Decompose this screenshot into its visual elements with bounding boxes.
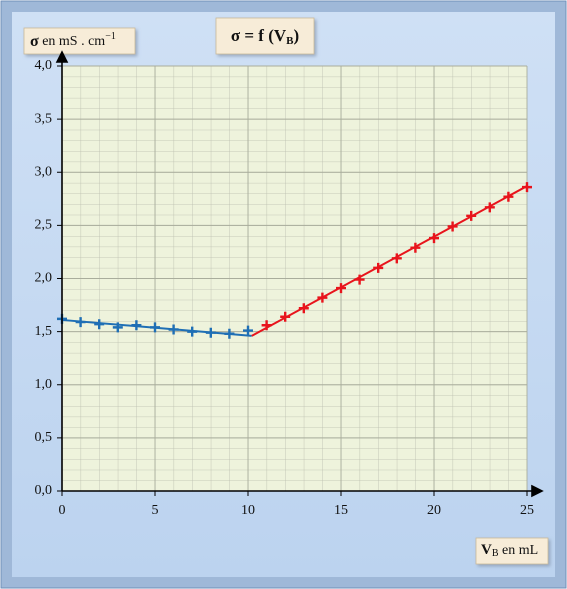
data-point <box>336 283 346 294</box>
data-point <box>168 324 179 335</box>
x-label-text: en mL <box>499 543 539 558</box>
data-point <box>429 233 439 244</box>
x-label-sub: B <box>492 548 499 559</box>
data-point <box>280 311 291 322</box>
data-point <box>243 325 253 336</box>
y-tick-label: 2,5 <box>35 218 53 233</box>
y-tick-label: 1,5 <box>35 324 53 339</box>
x-tick-label: 10 <box>241 503 255 518</box>
data-point <box>75 317 86 328</box>
y-tick-label: 3,0 <box>35 164 53 179</box>
y-label-box <box>23 27 136 55</box>
data-point <box>298 303 309 314</box>
y-tick-label: 0,0 <box>35 483 53 498</box>
data-point <box>187 326 198 337</box>
data-point <box>112 322 123 333</box>
fit-line <box>251 185 528 337</box>
axes <box>55 50 544 498</box>
x-tick-label: 20 <box>427 503 441 518</box>
data-point <box>447 221 458 232</box>
title-sub: B <box>286 35 294 47</box>
data-point <box>466 210 477 221</box>
data-point <box>410 242 421 253</box>
data-point <box>354 274 365 285</box>
x-tick-label: 0 <box>59 503 66 518</box>
data-point <box>224 328 235 339</box>
y-label-symbol: σ <box>30 33 39 50</box>
title-end: ) <box>293 26 299 45</box>
y-label-text: en mS . cm <box>39 34 106 49</box>
y-label-exp: −1 <box>105 31 116 42</box>
y-tick-label: 1,0 <box>35 377 53 392</box>
title-box <box>215 17 315 55</box>
y-tick-label: 4,0 <box>35 58 53 73</box>
chart-title: σ = f (VB) <box>231 26 299 47</box>
y-tick-label: 2,0 <box>35 271 53 286</box>
data-point <box>261 320 272 331</box>
x-tick-label: 15 <box>334 503 348 518</box>
x-tick-label: 5 <box>152 503 159 518</box>
data-point <box>522 182 532 193</box>
data-point <box>373 262 384 273</box>
y-tick-label: 0,5 <box>35 430 53 445</box>
x-label-box <box>475 537 549 565</box>
data-point <box>150 322 160 333</box>
y-axis-label: σ en mS . cm−1 <box>30 31 116 49</box>
data-point <box>484 202 495 213</box>
data-point <box>317 292 328 303</box>
data-point <box>205 327 216 338</box>
x-tick-label: 25 <box>520 503 534 518</box>
x-axis-label: VB en mL <box>481 542 538 559</box>
title-main: σ = f (V <box>231 26 287 45</box>
data-point <box>503 191 514 202</box>
x-label-symbol: V <box>481 542 492 558</box>
data-point <box>131 320 142 331</box>
data-point <box>94 319 105 330</box>
y-tick-label: 3,5 <box>35 111 53 126</box>
data-point <box>391 253 402 264</box>
